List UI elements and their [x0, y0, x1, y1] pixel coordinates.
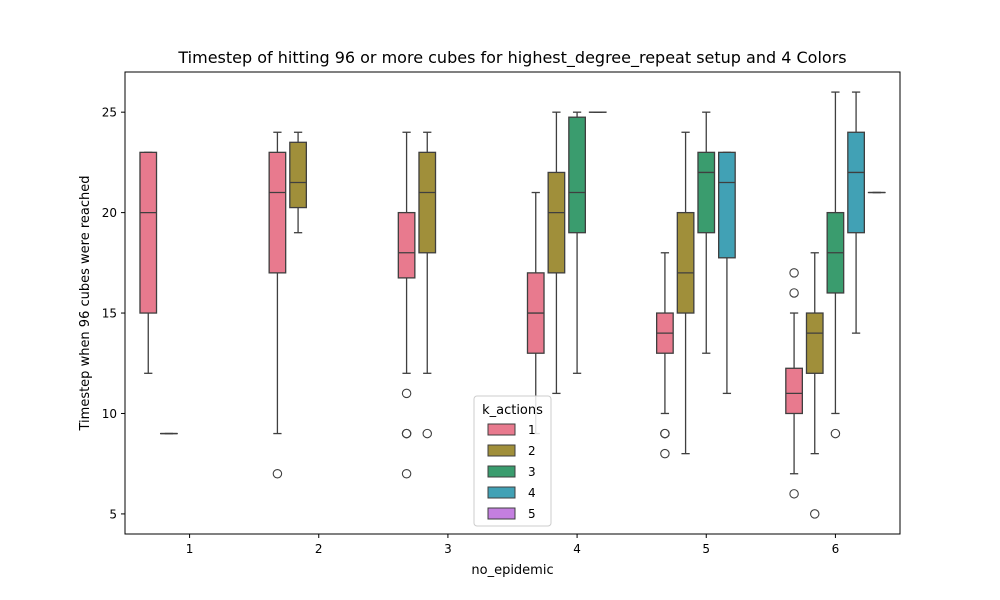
x-tick-label: 3: [444, 542, 452, 556]
y-axis: 5 10 15 20 25: [102, 106, 125, 521]
legend: k_actions 1 2 3 4 5: [473, 395, 552, 527]
box-group: [547, 111, 566, 395]
outlier-point: [401, 388, 412, 399]
box: [718, 151, 736, 259]
box-group: [656, 252, 674, 459]
box: [847, 131, 865, 234]
box-group: [418, 131, 437, 439]
box-group: [139, 151, 158, 374]
legend-entry: 1: [528, 423, 536, 437]
y-tick-label: 10: [102, 407, 117, 421]
box-group: [826, 91, 845, 439]
y-tick-label: 15: [102, 307, 117, 321]
outlier-point: [660, 448, 670, 459]
x-tick-label: 2: [315, 542, 323, 556]
outlier-point: [660, 428, 670, 439]
box: [289, 141, 308, 209]
box-group: [526, 191, 545, 435]
box: [676, 211, 695, 314]
plot-area-frame: [124, 71, 901, 535]
box: [697, 151, 716, 234]
x-axis: 1 2 3 4 5 6: [186, 534, 839, 556]
y-tick-label: 5: [109, 507, 117, 521]
box: [547, 171, 566, 274]
chart-title: Timestep of hitting 96 or more cubes for…: [177, 48, 846, 68]
box-group: [785, 268, 803, 499]
box: [139, 151, 158, 314]
x-axis-label: no_epidemic: [471, 563, 553, 578]
outlier-point: [830, 428, 841, 439]
box-group: [847, 91, 865, 334]
box: [418, 151, 437, 254]
y-tick-label: 20: [102, 206, 117, 220]
outlier-point: [789, 489, 799, 499]
box: [568, 116, 586, 234]
box-group: [697, 111, 716, 354]
x-tick-label: 1: [186, 542, 194, 556]
box-group: [289, 131, 308, 234]
y-tick-label: 25: [102, 106, 117, 120]
x-tick-label: 6: [832, 542, 840, 556]
legend-swatch: [487, 465, 516, 478]
legend-entry: 4: [528, 486, 536, 500]
box-group: [805, 252, 824, 519]
legend-entry: 5: [528, 507, 536, 521]
y-axis-label: Timestep when 96 cubes were reached: [78, 175, 93, 431]
box-group: [568, 111, 586, 374]
box-group: [397, 131, 416, 479]
box: [805, 312, 824, 374]
legend-title: k_actions: [482, 403, 543, 418]
x-tick-label: 5: [702, 542, 710, 556]
legend-swatch: [487, 486, 516, 499]
box-layer: [139, 91, 886, 519]
legend-swatch: [487, 423, 516, 436]
outlier-point: [401, 428, 412, 439]
box-group: [718, 151, 736, 395]
legend-swatch: [487, 507, 516, 520]
outlier-point: [789, 288, 799, 298]
outlier-point: [401, 468, 412, 479]
legend-entry: 2: [528, 444, 536, 458]
outlier-point: [789, 268, 799, 278]
legend-swatch: [487, 444, 516, 457]
outlier-point: [809, 509, 820, 519]
box-group: [268, 131, 287, 479]
box: [268, 151, 287, 274]
legend-entry: 3: [528, 465, 536, 479]
box-group: [676, 131, 695, 455]
box: [397, 211, 416, 279]
x-tick-label: 4: [573, 542, 581, 556]
outlier-point: [422, 428, 432, 439]
box: [785, 367, 803, 415]
outlier-point: [272, 468, 283, 479]
